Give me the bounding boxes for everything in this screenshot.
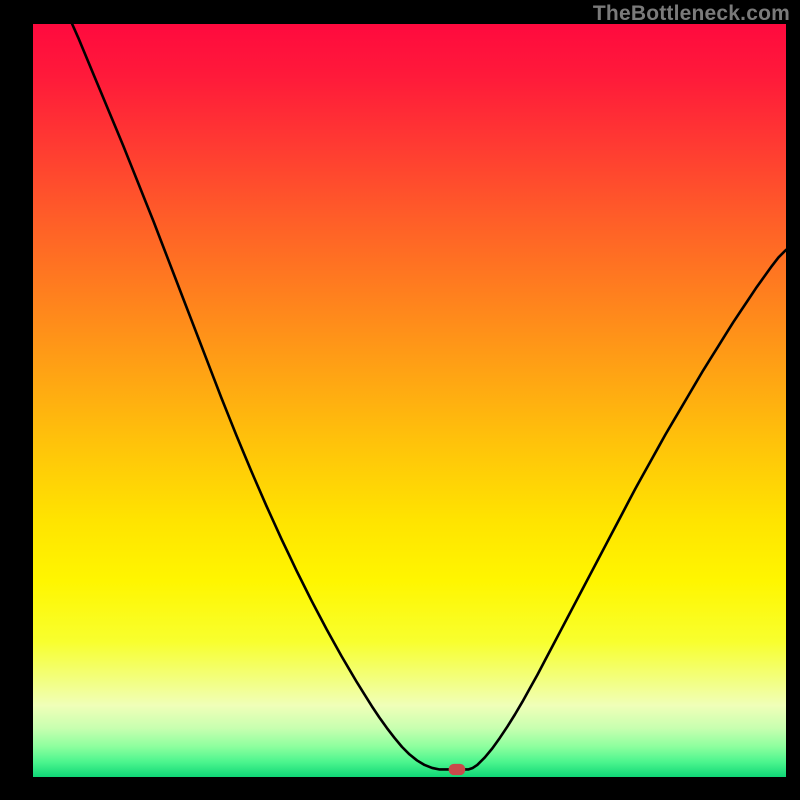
chart-container: TheBottleneck.com xyxy=(0,0,800,800)
plot-background xyxy=(33,24,786,777)
plot-svg xyxy=(33,24,786,777)
watermark-text: TheBottleneck.com xyxy=(593,2,790,26)
plot-area xyxy=(33,24,786,777)
optimum-marker xyxy=(449,764,466,775)
